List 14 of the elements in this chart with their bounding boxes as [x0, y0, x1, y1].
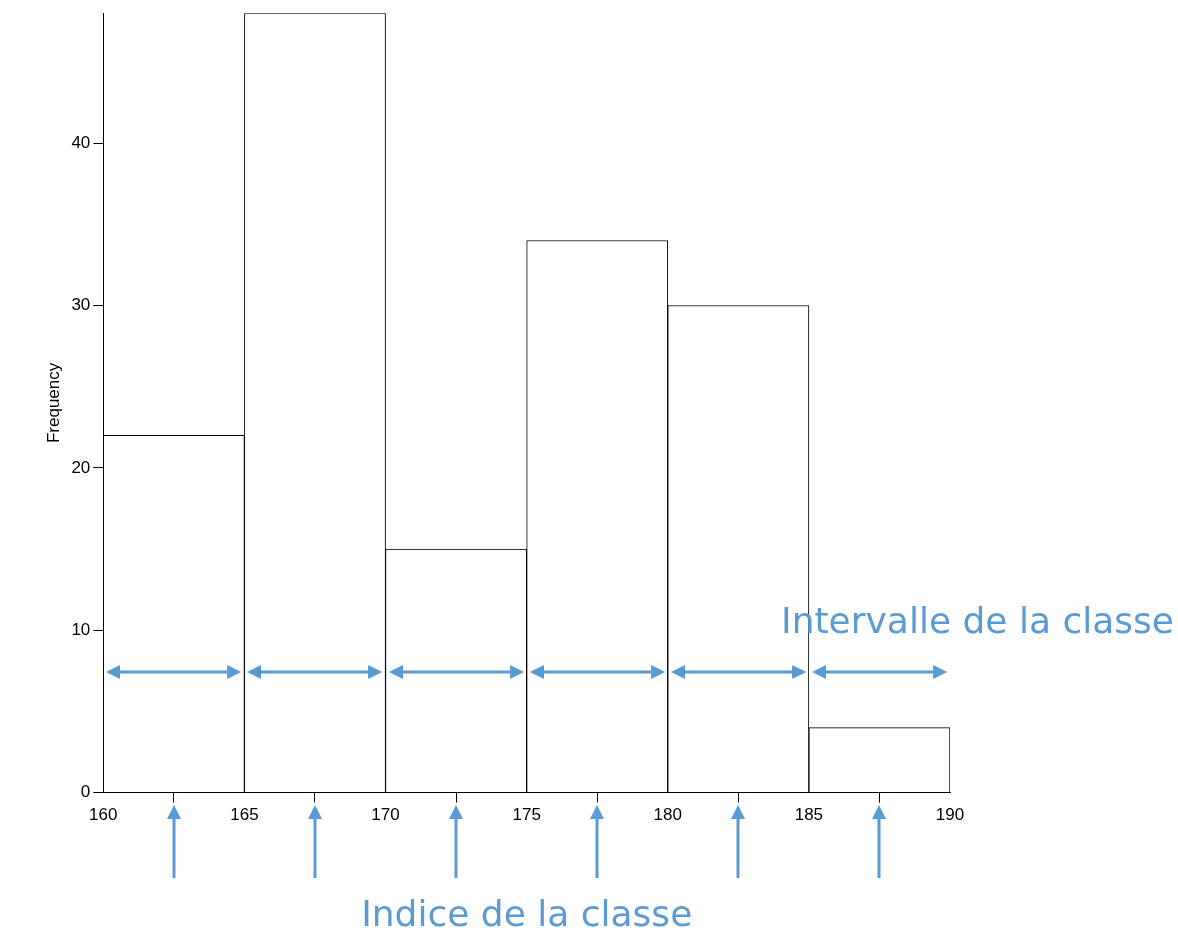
y-tick-label: 0: [80, 782, 91, 802]
y-tick-label: 20: [71, 457, 91, 477]
x-tick-label: 180: [653, 805, 682, 825]
x-tick-label: 175: [512, 805, 541, 825]
x-tick-label: 165: [230, 805, 259, 825]
x-tick-label: 170: [371, 805, 400, 825]
x-tick-label: 190: [935, 805, 965, 825]
text: Indice de la classe: [361, 892, 693, 934]
y-tick-label: 10: [71, 619, 91, 639]
x-tick-label: 160: [89, 805, 118, 825]
x-tick-label: 185: [794, 805, 824, 825]
y-tick-label: 30: [71, 295, 91, 315]
y-tick-label: 40: [71, 132, 91, 152]
y-axis-title: Frequency: [43, 362, 63, 444]
